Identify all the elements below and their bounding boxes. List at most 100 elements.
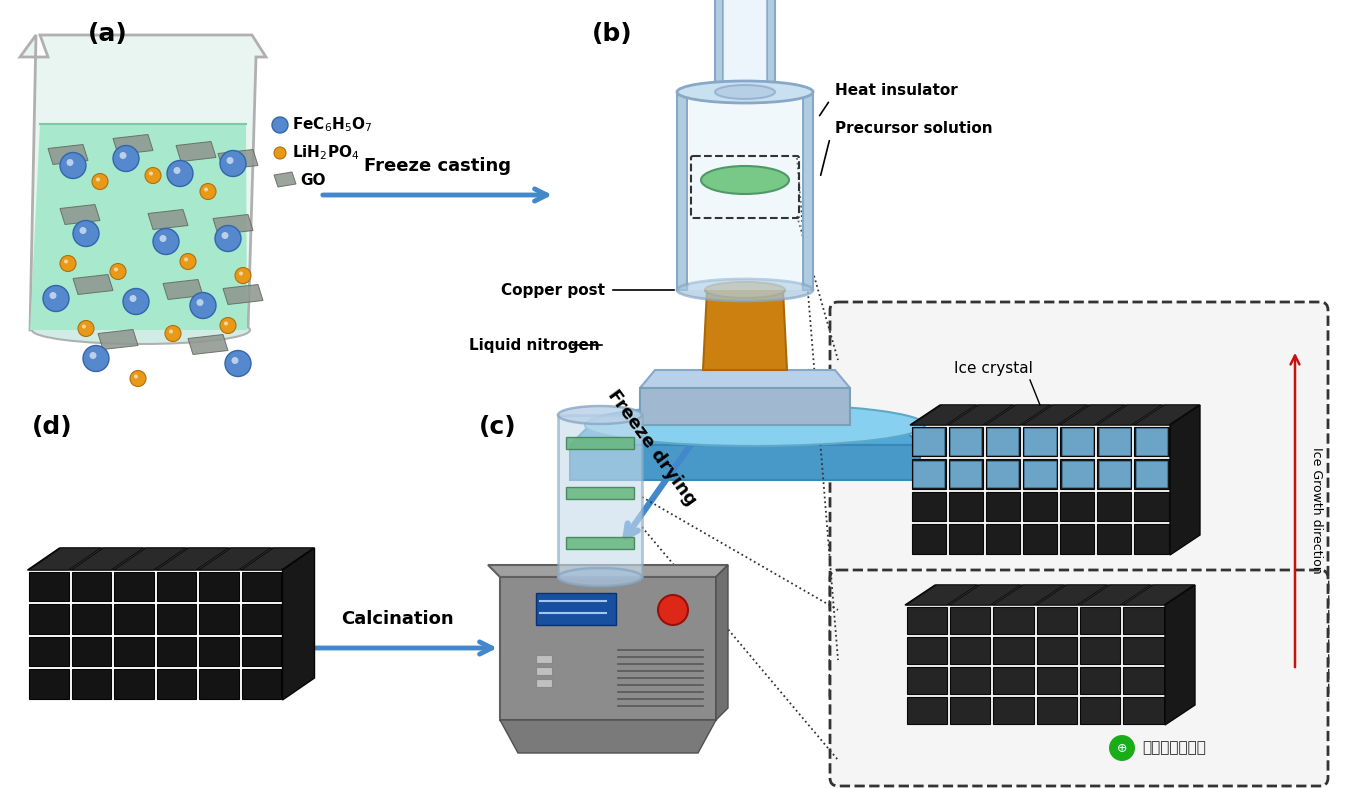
Polygon shape [911,459,945,489]
Circle shape [200,184,216,199]
Polygon shape [949,524,983,553]
Polygon shape [1060,405,1125,425]
Polygon shape [1037,667,1077,693]
Polygon shape [242,548,313,570]
Bar [536,679,552,687]
Polygon shape [1123,667,1164,693]
Polygon shape [688,92,801,290]
Circle shape [180,254,196,269]
Polygon shape [500,577,716,720]
Polygon shape [1080,607,1120,634]
Circle shape [197,299,204,306]
Polygon shape [1061,460,1092,487]
Polygon shape [1134,459,1169,489]
Polygon shape [282,548,315,700]
Polygon shape [986,405,1050,425]
Circle shape [239,272,243,276]
Polygon shape [767,0,775,92]
Circle shape [274,147,286,159]
Polygon shape [157,637,196,666]
Circle shape [89,352,96,359]
Polygon shape [1134,524,1169,553]
Polygon shape [223,284,263,304]
FancyBboxPatch shape [830,570,1328,786]
Polygon shape [1023,426,1057,456]
Text: LiH$_2$PO$_4$: LiH$_2$PO$_4$ [292,143,359,162]
Polygon shape [500,720,716,753]
Polygon shape [1165,585,1195,725]
Polygon shape [1098,405,1161,425]
Polygon shape [1023,492,1057,521]
Circle shape [120,152,127,159]
Polygon shape [72,548,143,570]
Circle shape [113,267,117,272]
Polygon shape [904,585,1195,605]
Polygon shape [1134,426,1169,456]
Polygon shape [176,142,216,162]
Circle shape [231,357,239,364]
Polygon shape [198,604,239,634]
Polygon shape [1080,637,1120,663]
Bar [566,487,634,499]
Text: Freeze drying: Freeze drying [603,387,701,509]
Text: Precursor solution: Precursor solution [836,121,992,136]
Polygon shape [1123,607,1164,634]
Circle shape [148,172,153,176]
Polygon shape [72,669,111,698]
Polygon shape [59,205,100,225]
Polygon shape [803,92,813,290]
Polygon shape [72,604,111,634]
Text: ⊕: ⊕ [1116,742,1127,754]
Polygon shape [676,92,687,290]
Circle shape [73,221,99,247]
Polygon shape [994,585,1064,605]
Polygon shape [1098,524,1131,553]
Polygon shape [113,604,154,634]
Polygon shape [950,428,981,455]
Polygon shape [986,459,1021,489]
Polygon shape [157,604,196,634]
Text: 材料分析与应用: 材料分析与应用 [1142,741,1206,756]
Polygon shape [1060,426,1095,456]
Polygon shape [1037,585,1107,605]
Polygon shape [724,0,767,92]
Bar [566,437,634,449]
Polygon shape [157,571,196,601]
Text: Copper post: Copper post [501,283,605,298]
Polygon shape [1037,637,1077,663]
Ellipse shape [716,85,775,99]
Polygon shape [558,415,643,577]
Text: Heat insulator: Heat insulator [836,83,957,98]
Polygon shape [1135,460,1166,487]
Circle shape [221,232,228,239]
FancyBboxPatch shape [830,302,1328,703]
Polygon shape [910,405,1200,425]
Polygon shape [640,388,850,425]
Polygon shape [213,214,252,235]
Polygon shape [640,370,850,388]
Ellipse shape [676,279,813,301]
Polygon shape [950,460,981,487]
Polygon shape [113,637,154,666]
Polygon shape [28,548,100,570]
Polygon shape [198,669,239,698]
Circle shape [204,188,208,191]
Circle shape [123,288,148,314]
Polygon shape [217,150,258,169]
Polygon shape [911,426,945,456]
Circle shape [92,173,108,189]
Polygon shape [1025,428,1056,455]
Polygon shape [163,280,202,299]
Text: GO: GO [300,173,325,188]
Polygon shape [994,667,1034,693]
Text: Liquid nitrogen: Liquid nitrogen [470,337,599,352]
Polygon shape [274,172,296,187]
Polygon shape [950,697,990,723]
Polygon shape [1080,697,1120,723]
Polygon shape [911,524,945,553]
Circle shape [63,259,68,263]
Polygon shape [198,637,239,666]
Text: (a): (a) [88,22,128,46]
Polygon shape [994,637,1034,663]
Ellipse shape [558,568,643,586]
